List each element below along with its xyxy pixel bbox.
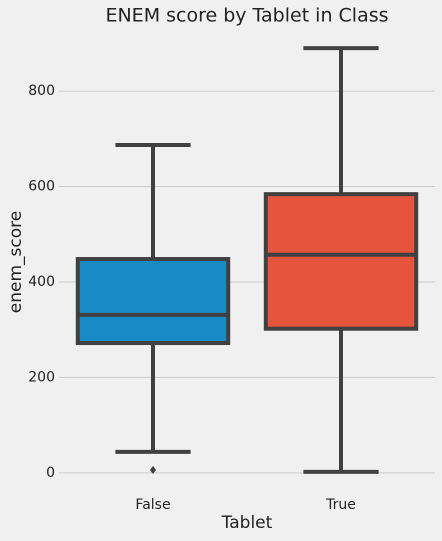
x-tick-label: False	[135, 497, 170, 513]
y-tick-label: 800	[28, 83, 55, 99]
y-axis-label: enem_score	[6, 211, 26, 313]
chart-title: ENEM score by Tablet in Class	[105, 5, 388, 27]
outlier	[150, 465, 156, 474]
box	[263, 192, 419, 331]
y-tick-label: 200	[28, 369, 55, 385]
y-tick-label: 0	[46, 465, 55, 481]
y-tick-label: 600	[28, 179, 55, 195]
x-tick-label: True	[325, 497, 356, 513]
x-axis-label: Tablet	[221, 513, 273, 533]
y-tick-label: 400	[28, 274, 55, 290]
box	[75, 257, 231, 346]
